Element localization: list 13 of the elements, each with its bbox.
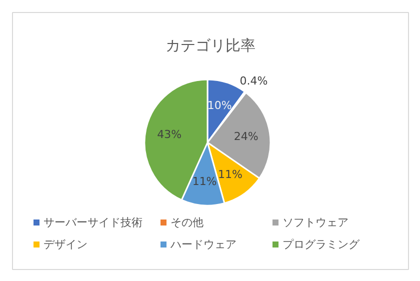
data-label: 43%	[157, 128, 182, 141]
chart-title: カテゴリ比率	[166, 36, 256, 54]
legend-label: ハードウェア	[170, 238, 236, 251]
data-label: 11%	[192, 174, 217, 188]
legend-label: サーバーサイド技術	[44, 216, 142, 229]
legend-label: その他	[170, 216, 204, 229]
legend-label: プログラミング	[282, 238, 360, 251]
data-label: 11%	[218, 168, 242, 181]
data-label: 24%	[234, 130, 258, 143]
legend-label: デザイン	[44, 238, 88, 251]
data-label: 10%	[207, 98, 232, 112]
legend-label: ソフトウェア	[282, 216, 348, 229]
data-label: 0.4%	[240, 74, 268, 88]
